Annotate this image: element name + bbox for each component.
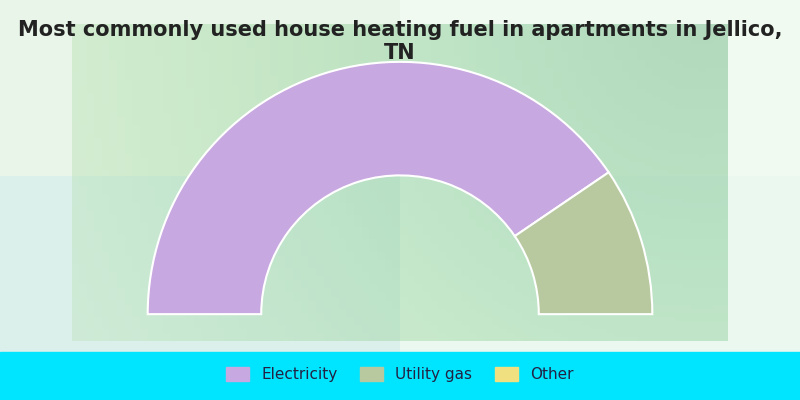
Legend: Electricity, Utility gas, Other: Electricity, Utility gas, Other <box>220 361 580 388</box>
Wedge shape <box>148 62 609 314</box>
Wedge shape <box>514 172 652 314</box>
Text: Most commonly used house heating fuel in apartments in Jellico, TN: Most commonly used house heating fuel in… <box>18 20 782 63</box>
Bar <box>0 352 800 400</box>
